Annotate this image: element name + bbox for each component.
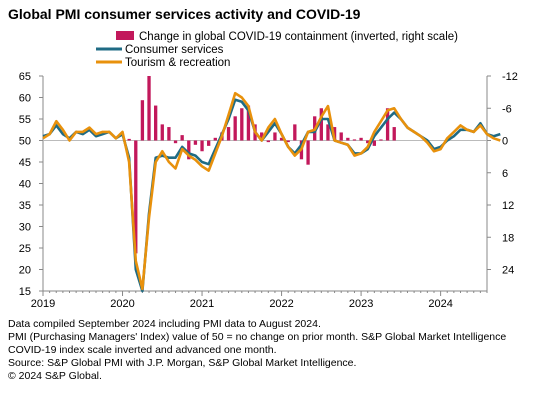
containment-bar bbox=[260, 132, 264, 141]
left-tick-label: 40 bbox=[19, 179, 31, 191]
right-tick-label: -6 bbox=[502, 103, 512, 115]
containment-bar bbox=[246, 105, 251, 141]
note-copyright: © 2024 S&P Global. bbox=[8, 370, 102, 382]
left-tick-label: 25 bbox=[19, 243, 31, 255]
left-tick-label: 65 bbox=[19, 71, 31, 83]
right-tick-label: 12 bbox=[502, 200, 514, 212]
chart: Change in global COVID-19 containment (i… bbox=[19, 31, 518, 310]
x-tick-label: 2023 bbox=[349, 298, 373, 310]
right-tick-label: 6 bbox=[502, 168, 508, 180]
containment-bar bbox=[226, 127, 231, 141]
containment-bar bbox=[385, 108, 390, 141]
containment-bar bbox=[233, 116, 237, 141]
right-tick-label: 18 bbox=[502, 232, 514, 244]
legend-label-tourism: Tourism & recreation bbox=[125, 57, 230, 69]
containment-bar bbox=[352, 139, 357, 141]
containment-bar bbox=[193, 140, 198, 145]
chart-title: Global PMI consumer services activity an… bbox=[8, 6, 361, 22]
containment-bar bbox=[207, 140, 211, 146]
legend: Change in global COVID-19 containment (i… bbox=[96, 31, 458, 69]
containment-bar bbox=[240, 108, 244, 141]
containment-bar bbox=[213, 137, 217, 141]
left-tick-label: 30 bbox=[19, 222, 31, 234]
axes: 15 20 25 30 35 40 45 50 55 60 65 -12 -6 0 6 12 18 24 2019 2… bbox=[19, 71, 518, 310]
legend-swatch-containment bbox=[116, 31, 134, 40]
left-tick-label: 15 bbox=[19, 286, 31, 298]
containment-bar bbox=[372, 140, 376, 146]
left-tick-label: 35 bbox=[19, 200, 31, 212]
left-tick-label: 45 bbox=[19, 157, 31, 169]
containment-bar bbox=[339, 132, 343, 141]
containment-bar bbox=[180, 135, 184, 141]
containment-bar bbox=[266, 140, 270, 143]
legend-label-consumer-services: Consumer services bbox=[125, 44, 224, 56]
containment-bar bbox=[286, 140, 290, 143]
containment-bar bbox=[187, 140, 191, 160]
note-pmi-definition: PMI (Purchasing Managers' Index) value o… bbox=[8, 331, 507, 343]
right-tick-label: -12 bbox=[502, 71, 518, 83]
containment-bar bbox=[279, 137, 284, 141]
x-tick-label: 2020 bbox=[110, 298, 134, 310]
containment-bar bbox=[392, 127, 396, 141]
containment-bar bbox=[173, 140, 178, 144]
note-covid-index: COVID-19 index scale inverted and advanc… bbox=[8, 344, 277, 356]
containment-bar bbox=[147, 76, 151, 141]
containment-bar bbox=[379, 139, 383, 141]
legend-label-containment: Change in global COVID-19 containment (i… bbox=[139, 31, 458, 43]
containment-bar bbox=[200, 140, 204, 152]
footnotes: Data compiled September 2024 including P… bbox=[8, 318, 533, 383]
containment-bar bbox=[273, 132, 277, 141]
x-tick-label: 2021 bbox=[190, 298, 214, 310]
right-tick-label: 0 bbox=[502, 136, 508, 148]
left-tick-label: 60 bbox=[19, 93, 31, 105]
containment-bar bbox=[306, 140, 310, 165]
left-tick-label: 20 bbox=[19, 265, 31, 277]
containment-bar bbox=[319, 108, 323, 141]
x-tick-label: 2024 bbox=[428, 298, 452, 310]
containment-bar bbox=[366, 140, 370, 144]
containment-bars bbox=[127, 76, 396, 254]
tourism-recreation-line bbox=[42, 91, 501, 291]
consumer-services-line bbox=[42, 98, 501, 293]
note-compiled: Data compiled September 2024 including P… bbox=[8, 318, 321, 330]
note-source: Source: S&P Global PMI with J.P. Morgan,… bbox=[8, 357, 357, 369]
left-tick-label: 50 bbox=[19, 136, 31, 148]
containment-bar bbox=[127, 138, 131, 141]
left-tick-label: 55 bbox=[19, 114, 31, 126]
containment-bar bbox=[134, 140, 138, 254]
containment-bar bbox=[167, 127, 171, 141]
containment-bar bbox=[326, 124, 330, 141]
right-tick-label: 24 bbox=[502, 265, 514, 277]
containment-bar bbox=[154, 105, 158, 141]
containment-bar bbox=[346, 137, 350, 141]
x-tick-label: 2022 bbox=[269, 298, 293, 310]
x-tick-label: 2019 bbox=[31, 298, 55, 310]
containment-bar bbox=[140, 100, 145, 141]
pmi-lines bbox=[42, 91, 501, 293]
containment-bar bbox=[293, 124, 297, 141]
containment-bar bbox=[160, 124, 164, 141]
containment-bar bbox=[359, 137, 363, 141]
